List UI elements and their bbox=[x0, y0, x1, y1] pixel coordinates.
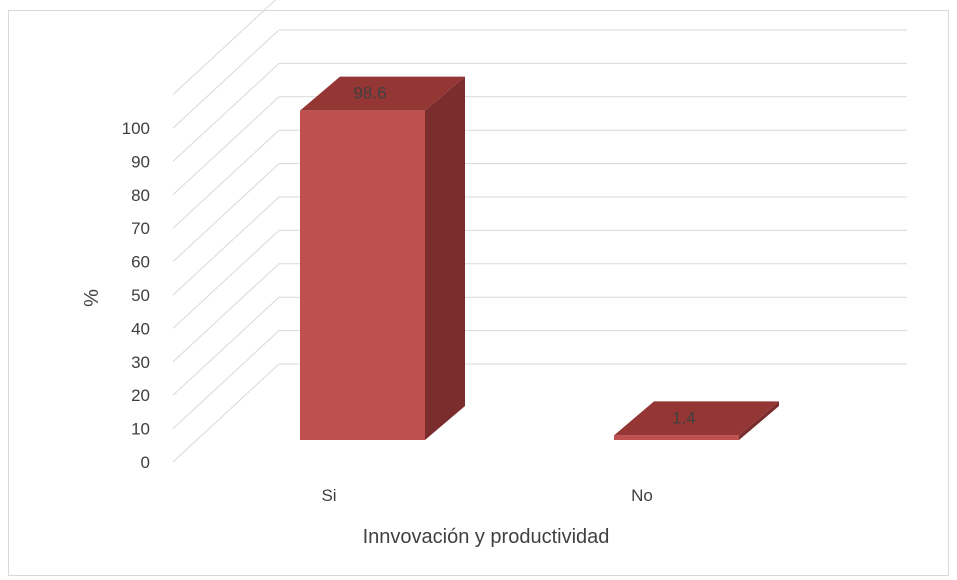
y-axis-title: % bbox=[81, 289, 103, 307]
gridline-diagonal bbox=[172, 330, 280, 429]
data-label: 1.4 bbox=[672, 408, 696, 427]
y-tick-labels: 0 10 20 30 40 50 60 70 80 90 100 bbox=[122, 119, 150, 472]
gridlines bbox=[172, 0, 907, 463]
bar-si bbox=[300, 76, 465, 441]
gridline-diagonal bbox=[172, 29, 280, 129]
y-tick-label: 10 bbox=[131, 420, 150, 439]
gridline-diagonal bbox=[172, 96, 280, 196]
bar-front-face bbox=[300, 110, 425, 441]
bar-front-face bbox=[614, 435, 739, 440]
y-tick-label: 30 bbox=[131, 353, 150, 372]
gridline-diagonal bbox=[172, 263, 280, 363]
bar-no bbox=[614, 401, 779, 440]
gridline-diagonal bbox=[172, 230, 280, 329]
y-tick-label: 20 bbox=[131, 386, 150, 405]
x-axis-title: Innvovación y productividad bbox=[363, 526, 610, 548]
bar-top-face bbox=[300, 76, 465, 111]
gridline-diagonal bbox=[172, 363, 280, 463]
gridline-diagonal bbox=[172, 0, 277, 95]
y-tick-label: 0 bbox=[141, 453, 150, 472]
chart-frame bbox=[8, 10, 949, 576]
bar-top-face bbox=[614, 401, 779, 436]
bar-side-face bbox=[739, 401, 779, 440]
gridline-diagonal bbox=[172, 129, 280, 229]
data-labels: 98.6 1.4 bbox=[353, 84, 695, 428]
x-tick-label: No bbox=[631, 486, 653, 505]
gridline-diagonal bbox=[172, 296, 280, 396]
bar-side-face bbox=[425, 76, 465, 441]
gridline-diagonal bbox=[172, 196, 280, 296]
y-tick-label: 50 bbox=[131, 286, 150, 305]
x-tick-label: Si bbox=[321, 486, 336, 505]
y-tick-label: 90 bbox=[131, 152, 150, 171]
bars bbox=[300, 76, 779, 441]
y-tick-label: 80 bbox=[131, 186, 150, 205]
x-tick-labels: Si No bbox=[321, 486, 652, 505]
gridline-diagonal bbox=[172, 163, 280, 262]
y-tick-label: 40 bbox=[131, 319, 150, 338]
y-tick-label: 60 bbox=[131, 253, 150, 272]
y-tick-label: 70 bbox=[131, 219, 150, 238]
data-label: 98.6 bbox=[353, 84, 386, 103]
gridline-diagonal bbox=[172, 63, 280, 162]
y-tick-label: 100 bbox=[122, 119, 150, 138]
